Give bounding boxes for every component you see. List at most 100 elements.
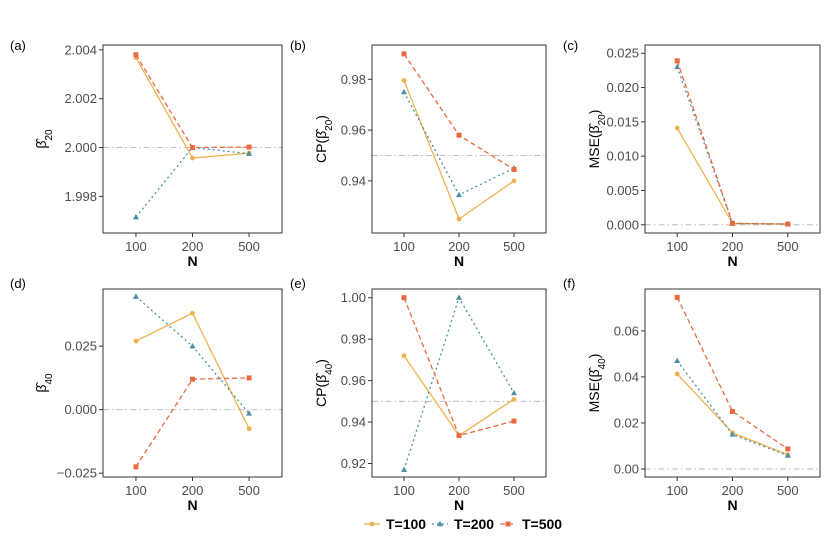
y-tick-label: 0.04 — [614, 369, 639, 384]
x-tick-label: 500 — [503, 483, 525, 498]
data-point — [401, 466, 408, 472]
panel-label: (f) — [563, 276, 575, 291]
chart-panel: (b) 0.94 0.96 0.98 100 200 500 N CP(β̂20) — [290, 38, 547, 269]
y-label-symbol: β̂ — [586, 122, 602, 133]
series-line — [676, 297, 789, 450]
data-point — [133, 464, 139, 470]
data-point — [785, 221, 791, 227]
series-line — [676, 60, 788, 225]
x-tick-label: 100 — [666, 483, 688, 498]
data-point — [246, 144, 252, 150]
y-axis-label: MSE(β̂20) — [586, 110, 608, 169]
y-label-symbol: β̂ — [313, 372, 329, 383]
panel-border — [644, 288, 821, 478]
y-tick-label: 0.92 — [341, 456, 366, 471]
data-point — [784, 452, 791, 458]
legend-item: T=500 — [500, 516, 562, 532]
y-label-symbol: β̂ — [33, 138, 49, 149]
y-label-subscript: 20 — [324, 119, 335, 131]
data-point — [133, 338, 139, 344]
y-axis-label: β̂40 — [33, 373, 55, 393]
data-point — [729, 431, 736, 437]
y-label-suffix: ) — [586, 354, 602, 359]
data-point — [132, 213, 139, 220]
y-label-suffix: ) — [313, 115, 329, 120]
data-point — [189, 342, 196, 349]
y-axis-label: MSE(β̂40) — [586, 354, 608, 413]
panel-label: (a) — [10, 38, 26, 53]
panel-border — [371, 288, 547, 478]
x-tick-label: 500 — [238, 483, 260, 498]
legend-item: T=200 — [432, 516, 494, 532]
series-line — [676, 360, 789, 457]
y-axis-label: CP(β̂40) — [313, 359, 335, 407]
y-label-symbol: β̂ — [33, 382, 49, 393]
legend-swatch-marker — [437, 520, 443, 527]
y-tick-label: 0.96 — [341, 123, 366, 138]
legend-swatch-marker — [369, 521, 375, 527]
x-axis-label: N — [727, 253, 737, 269]
x-tick-label: 200 — [182, 483, 204, 498]
y-tick-label: 1.00 — [341, 290, 366, 305]
y-tick-label: 0.020 — [606, 80, 639, 95]
x-tick-label: 200 — [448, 239, 470, 254]
panel-label: (c) — [563, 38, 578, 53]
x-tick-label: 100 — [125, 483, 147, 498]
panel-label: (e) — [290, 276, 306, 291]
chart-panel: (c) 0.000 0.005 0.010 0.015 0.020 0.025 100 200 5… — [563, 38, 821, 269]
panel-border — [371, 44, 547, 234]
y-label-prefix: CP( — [313, 383, 329, 407]
data-point — [456, 216, 462, 222]
series-line — [135, 54, 250, 149]
data-point — [511, 418, 517, 424]
y-tick-label: −0.025 — [57, 466, 97, 481]
y-tick-label: 0.02 — [614, 415, 639, 430]
data-point — [456, 433, 462, 439]
data-point — [401, 88, 408, 95]
y-axis-label: CP(β̂20) — [313, 115, 335, 163]
data-point — [190, 155, 195, 161]
y-tick-label: 0.000 — [64, 402, 97, 417]
y-label-prefix: MSE( — [586, 133, 602, 168]
data-point — [730, 220, 735, 226]
y-tick-label: 2.000 — [64, 140, 97, 155]
series-line — [403, 296, 515, 470]
legend-swatch-marker — [505, 521, 511, 527]
x-tick-label: 200 — [722, 483, 744, 498]
y-tick-label: 0.94 — [341, 415, 366, 430]
y-label-subscript: 20 — [44, 129, 55, 141]
y-tick-label: 0.98 — [341, 332, 366, 347]
y-tick-label: 0.010 — [606, 149, 639, 164]
panel-border — [644, 44, 821, 234]
x-axis-label: N — [187, 497, 197, 513]
data-point — [456, 294, 462, 300]
x-axis-label: N — [187, 253, 197, 269]
y-tick-label: 0.94 — [341, 173, 366, 188]
x-axis-label: N — [727, 497, 737, 513]
y-tick-label: 0.96 — [341, 373, 366, 388]
data-point — [401, 51, 407, 57]
y-tick-label: 0.06 — [614, 323, 639, 338]
data-point — [401, 295, 407, 301]
series-line — [676, 127, 788, 225]
x-tick-label: 100 — [666, 239, 688, 254]
y-label-subscript: 40 — [44, 373, 55, 385]
y-tick-label: 0.000 — [606, 217, 639, 232]
data-point — [511, 396, 517, 402]
y-tick-label: 0.00 — [614, 461, 639, 476]
chart-panel: (e) 0.92 0.94 0.96 0.98 1.00 100 200 500 N CP(β̂40… — [290, 276, 547, 513]
data-point — [401, 78, 407, 83]
y-label-prefix: CP( — [313, 139, 329, 163]
x-tick-label: 500 — [503, 239, 525, 254]
x-tick-label: 200 — [722, 239, 744, 254]
data-point — [510, 389, 517, 396]
x-tick-label: 100 — [393, 483, 415, 498]
panel-border — [102, 288, 283, 478]
x-tick-label: 500 — [777, 239, 799, 254]
legend-item: T=100 — [364, 516, 426, 532]
data-point — [190, 145, 195, 151]
data-point — [246, 410, 253, 416]
data-point — [674, 63, 681, 70]
legend-label: T=500 — [522, 516, 562, 532]
